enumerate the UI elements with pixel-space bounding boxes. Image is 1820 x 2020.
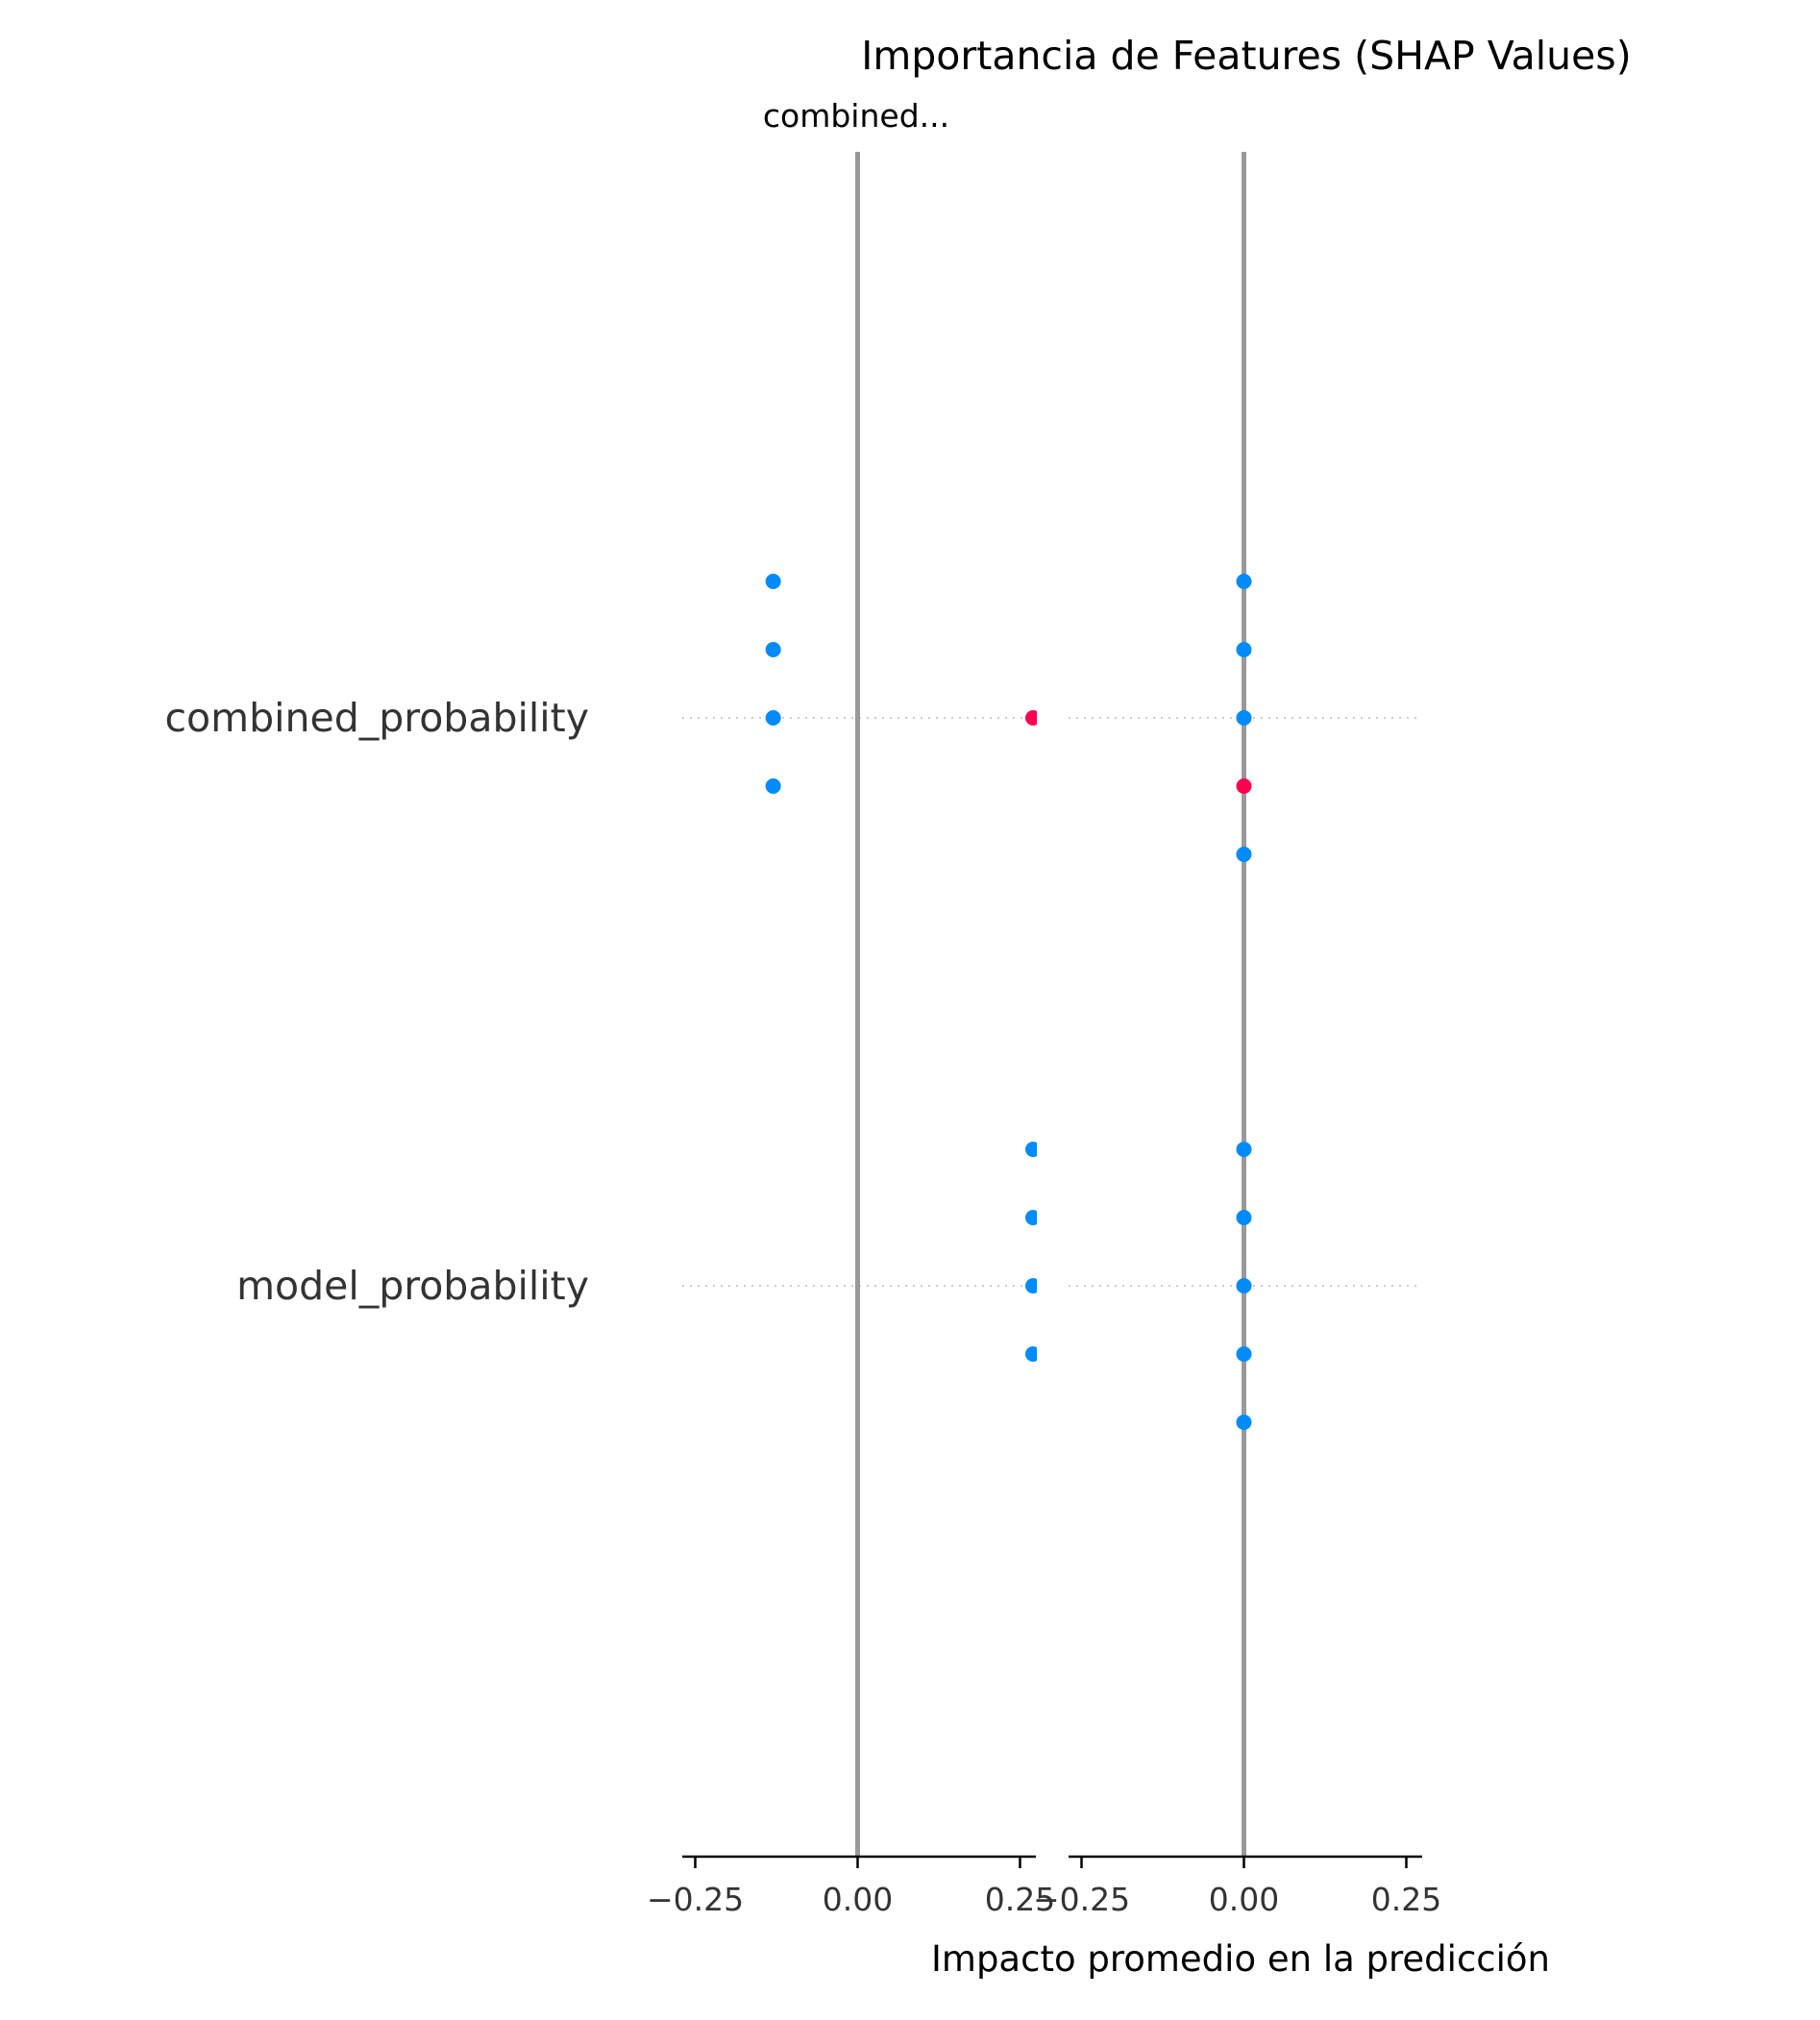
shap-point [1236, 1415, 1252, 1430]
chart-title: Importancia de Features (SHAP Values) [861, 33, 1631, 79]
shap-point [765, 642, 781, 657]
x-tick-label: 0.00 [1209, 1881, 1279, 1918]
shap-point [1236, 778, 1252, 794]
shap-point [1025, 1278, 1037, 1293]
x-tick-label: −0.25 [647, 1881, 744, 1918]
x-tick-label: 0.25 [1371, 1881, 1441, 1918]
x-tick-label: 0.25 [985, 1881, 1055, 1918]
shap-point [1236, 847, 1252, 862]
shap-point [1236, 1278, 1252, 1293]
chart-subtitle: combined... [763, 97, 949, 135]
shap-panel-1: −0.25 0.00 0.25 [647, 152, 1055, 1918]
x-tick-label: −0.25 [1033, 1881, 1130, 1918]
shap-point [1236, 1142, 1252, 1157]
feature-label-combined-probability: combined_probability [165, 695, 589, 741]
panels-layer: −0.25 0.00 0.25−0.25 0.00 0.25 [647, 152, 1441, 1918]
x-axis-label: Impacto promedio en la predicción [931, 1938, 1550, 1980]
shap-point [765, 574, 781, 589]
shap-point [765, 778, 781, 794]
shap-point [1236, 574, 1252, 589]
shap-point [765, 710, 781, 726]
shap-point [1236, 710, 1252, 726]
feature-label-model-probability: model_probability [236, 1263, 589, 1309]
shap-point [1236, 1210, 1252, 1225]
shap-point [1025, 1142, 1037, 1157]
shap-point [1236, 642, 1252, 657]
feature-labels: combined_probability model_probability [165, 695, 589, 1309]
points-group [765, 574, 1037, 1362]
shap-panel-2: −0.25 0.00 0.25 [1033, 152, 1441, 1918]
shap-point [1025, 1346, 1037, 1362]
shap-point [1025, 710, 1037, 726]
x-tick-label: 0.00 [823, 1881, 893, 1918]
points-group [1236, 574, 1252, 1430]
shap-point [1236, 1346, 1252, 1362]
shap-point [1025, 1210, 1037, 1225]
